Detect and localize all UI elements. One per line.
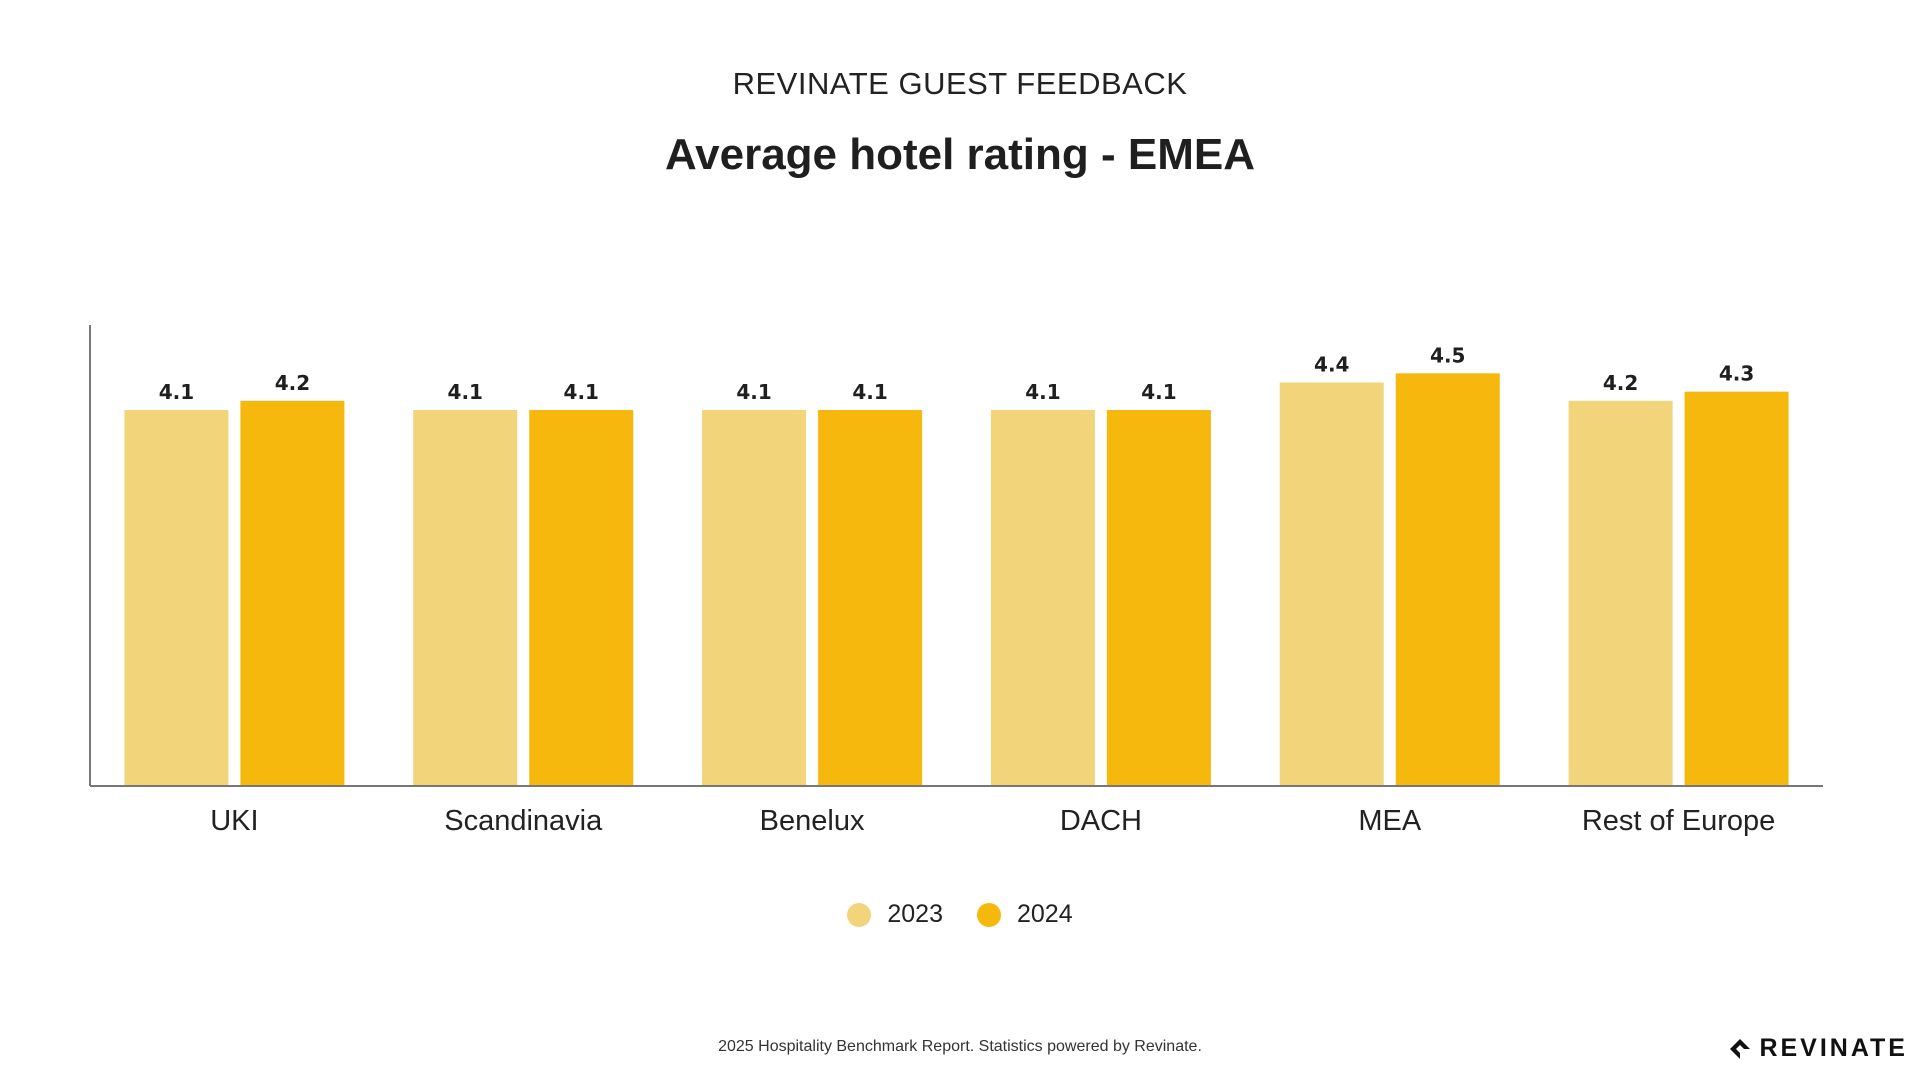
value-label-rest-of-europe-2024: 4.3 (1719, 362, 1754, 386)
value-label-mea-2024: 4.5 (1430, 343, 1465, 367)
chart-title: Average hotel rating - EMEA (664, 130, 1256, 179)
value-label-rest-of-europe-2023: 4.2 (1603, 371, 1638, 395)
legend-item-2024[interactable]: 2024 (977, 900, 1073, 929)
value-label-scandinavia-2023: 4.1 (448, 380, 483, 404)
value-label-benelux-2024: 4.1 (852, 380, 887, 404)
bar-dach-2023[interactable] (990, 410, 1095, 786)
bar-rest-of-europe-2023[interactable] (1568, 400, 1673, 786)
legend-label-2024: 2024 (1017, 900, 1073, 928)
category-label-rest-of-europe: Rest of Europe (1582, 805, 1775, 837)
legend-swatch-2024 (977, 902, 1001, 927)
bar-chart: 4.1 4.2 4.1 4.1 4.1 4.1 4.1 4.1 4.4 4.5 4.2 4.3 UKI… (89, 325, 1823, 837)
category-label-dach: DACH (1060, 805, 1142, 837)
legend-swatch-2023 (847, 902, 872, 927)
value-label-benelux-2023: 4.1 (736, 380, 771, 404)
legend-label-2023: 2023 (887, 900, 943, 928)
legend-item-2023[interactable]: 2023 (847, 900, 943, 929)
bar-uki-2023[interactable] (124, 410, 229, 786)
bar-dach-2024[interactable] (1106, 410, 1211, 786)
bar-benelux-2023[interactable] (702, 410, 807, 786)
value-label-uki-2024: 4.2 (275, 371, 310, 395)
bars-group (124, 373, 1789, 786)
category-labels-group: UKI Scandinavia Benelux DACH MEA Rest of Euro… (210, 805, 1775, 837)
footer-note: 2025 Hospitality Benchmark Report. Stati… (718, 1038, 1202, 1055)
bar-benelux-2024[interactable] (818, 410, 923, 786)
bar-uki-2024[interactable] (240, 400, 345, 786)
revinate-logo-icon (1730, 1038, 1751, 1059)
bar-scandinavia-2023[interactable] (413, 410, 518, 786)
brand-name: REVINATE (1759, 1034, 1908, 1062)
legend: 2023 2024 (0, 900, 1920, 929)
value-label-dach-2024: 4.1 (1141, 380, 1176, 404)
bar-mea-2024[interactable] (1395, 373, 1500, 786)
value-label-scandinavia-2024: 4.1 (564, 380, 599, 404)
chart-kicker: REVINATE GUEST FEEDBACK (732, 66, 1188, 101)
category-label-scandinavia: Scandinavia (444, 805, 603, 837)
revinate-logo: REVINATE (1729, 1034, 1908, 1063)
bar-scandinavia-2024[interactable] (529, 410, 634, 786)
value-label-uki-2023: 4.1 (159, 380, 194, 404)
value-label-dach-2023: 4.1 (1025, 380, 1060, 404)
bar-rest-of-europe-2024[interactable] (1684, 391, 1789, 786)
value-labels-group: 4.1 4.2 4.1 4.1 4.1 4.1 4.1 4.1 4.4 4.5 4.2 4.3 (159, 343, 1755, 404)
category-label-mea: MEA (1358, 805, 1422, 837)
category-label-benelux: Benelux (760, 805, 865, 837)
bar-mea-2023[interactable] (1279, 382, 1384, 786)
value-label-mea-2023: 4.4 (1314, 352, 1349, 376)
category-label-uki: UKI (210, 805, 258, 837)
